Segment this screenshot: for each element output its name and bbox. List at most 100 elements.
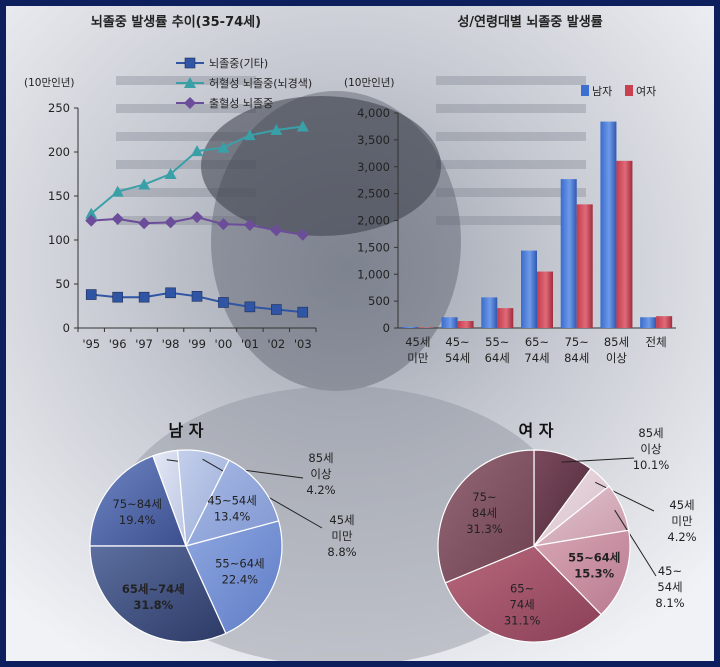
bar	[401, 326, 418, 328]
line-point	[270, 224, 283, 237]
line-point	[164, 168, 177, 179]
line-y-tick-label: 200	[48, 145, 70, 159]
pie-label-text: 65~	[510, 581, 534, 595]
legend-label: 출혈성 뇌졸중	[209, 96, 273, 110]
pie-label-pct: 19.4%	[119, 513, 156, 527]
bar-y-tick-label: 0	[383, 321, 390, 335]
line-x-tick-label: '03	[294, 337, 312, 351]
line-point	[138, 291, 150, 303]
bar-chart: 성/연령대별 뇌졸중 발생률 (10만인년) 남자 여자 0 500 1,000 1,5…	[344, 14, 676, 365]
pie-label: 45~54세 13.4%	[207, 493, 256, 523]
pie-leader-line	[614, 509, 657, 577]
line-point	[217, 218, 230, 231]
line-point	[112, 291, 123, 303]
line-point	[271, 304, 282, 315]
line-y-tick-label: 150	[48, 189, 70, 203]
pie-label: 65세~74세 31.8%	[122, 582, 185, 612]
bar	[656, 316, 673, 328]
line-point	[111, 185, 124, 197]
legend-marker	[184, 77, 196, 88]
pie-label-text: 미만	[671, 514, 693, 528]
pie-label-pct: 13.4%	[214, 509, 251, 523]
bar-x-tick-label: 74세	[524, 351, 549, 365]
pie-slice	[437, 449, 535, 584]
line-chart-axes: 0 50 100 150 200 250 '95 '96 '97 '98 '99 '00 '01 '02 '…	[48, 101, 317, 351]
bar-y-tick-label: 500	[368, 294, 390, 308]
legend-swatch	[625, 85, 633, 96]
bar-chart-axes: 0 500 1,000 1,500 2,000 2,500 3,000 3,500 4,000 4…	[357, 106, 676, 365]
pie-label-text: 45~54세	[207, 493, 256, 507]
bar	[640, 317, 657, 328]
pie-label-text: 45세	[669, 498, 694, 512]
pie-label: 45세 미만 8.8%	[327, 513, 356, 559]
line-point	[164, 216, 177, 229]
line-point	[111, 212, 124, 225]
pie-label-text: 45세	[329, 513, 354, 527]
line-point	[296, 228, 309, 241]
pie-label-pct: 15.3%	[574, 567, 614, 581]
pie-label-text: 85세	[638, 426, 663, 440]
pie-label-pct: 31.1%	[504, 613, 541, 627]
pie-label-text: 85세	[308, 451, 333, 465]
pie-female-title: 여 자	[518, 421, 553, 440]
pie-chart-female: 여 자 85세 이상 10.1% 45세 미만 4.2% 45~ 54세 8.1% 55~64세 1…	[437, 421, 697, 643]
bar	[457, 321, 474, 328]
line-y-tick-label: 250	[48, 101, 70, 115]
line-x-tick-label: '02	[267, 337, 285, 351]
line-point	[296, 120, 309, 132]
pie-leader-line	[594, 481, 655, 512]
pie-slice	[89, 545, 227, 643]
bar	[616, 160, 633, 328]
pie-slice	[89, 455, 187, 547]
pie-slice	[532, 529, 631, 616]
line-chart-unit: (10만인년)	[24, 77, 75, 89]
pie-leader-line	[561, 457, 635, 463]
line-point	[85, 207, 98, 219]
bar-x-tick-label: 64세	[485, 351, 510, 365]
pie-slice	[184, 459, 280, 547]
line-x-tick-label: '99	[188, 337, 206, 351]
bar-chart-legend: 남자 여자	[581, 85, 656, 98]
legend-marker	[184, 57, 196, 69]
legend-label: 남자	[592, 85, 612, 98]
bar-y-tick-label: 1,500	[357, 240, 390, 254]
pie-label-text: 55~64세	[568, 551, 620, 565]
bar-y-tick-label: 3,000	[357, 160, 390, 174]
line-point	[191, 291, 203, 302]
line-point	[85, 289, 97, 300]
pie-label: 45~ 54세 8.1%	[655, 564, 684, 610]
line-chart-series	[85, 120, 309, 318]
pie-label-pct: 4.2%	[306, 483, 335, 497]
line-point	[270, 124, 283, 135]
bar	[497, 308, 514, 328]
bar	[600, 121, 617, 328]
bar	[560, 179, 577, 328]
line-x-tick-label: '01	[241, 337, 259, 351]
pie-label-pct: 10.1%	[633, 458, 670, 472]
line-point	[138, 178, 151, 190]
bar-x-tick-label: 65~	[525, 335, 549, 349]
line-point	[85, 214, 98, 227]
pie-label-text: 75~	[472, 490, 496, 504]
bar-x-tick-label: 84세	[564, 351, 589, 365]
pie-label-text: 75~84세	[112, 497, 161, 511]
pie-label-text: 54세	[657, 580, 682, 594]
pie-label-pct: 31.8%	[133, 598, 173, 612]
pie-label-pct: 31.3%	[466, 522, 503, 536]
bar-chart-title: 성/연령대별 뇌졸중 발생률	[457, 14, 602, 30]
infographic-canvas: 뇌졸중 발생률 추이(35-74세) (10만인년) 뇌졸중(기타) 허혈성 뇌졸…	[6, 6, 714, 661]
pie-label-text: 미만	[331, 529, 353, 543]
bar-x-tick-label: 85세	[604, 335, 629, 349]
pie-label-text: 이상	[310, 467, 332, 481]
line-point	[165, 287, 176, 299]
pie-label-pct: 4.2%	[667, 530, 696, 544]
bar-x-tick-label: 54세	[445, 351, 470, 365]
line-point	[191, 211, 203, 224]
pie-slice	[444, 545, 603, 643]
pie-female-slices: 85세 이상 10.1% 45세 미만 4.2% 45~ 54세 8.1% 55~64세 15.3%…	[437, 426, 697, 643]
line-y-tick-label: 50	[55, 277, 70, 291]
pie-label: 55~64세 22.4%	[215, 556, 264, 586]
bar-y-tick-label: 3,500	[357, 133, 390, 147]
line-point	[243, 129, 256, 141]
bar-x-tick-label: 이상	[606, 351, 628, 365]
